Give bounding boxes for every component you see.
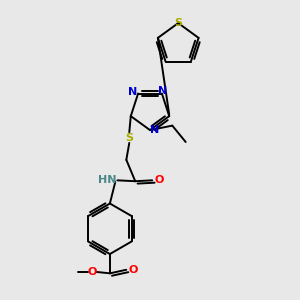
Text: S: S	[125, 133, 133, 142]
Text: S: S	[174, 18, 182, 28]
Text: N: N	[150, 125, 159, 135]
Text: O: O	[128, 265, 138, 275]
Text: O: O	[87, 267, 97, 277]
Text: N: N	[128, 87, 137, 97]
Text: HN: HN	[98, 175, 117, 185]
Text: O: O	[154, 175, 164, 185]
Text: N: N	[158, 85, 167, 96]
